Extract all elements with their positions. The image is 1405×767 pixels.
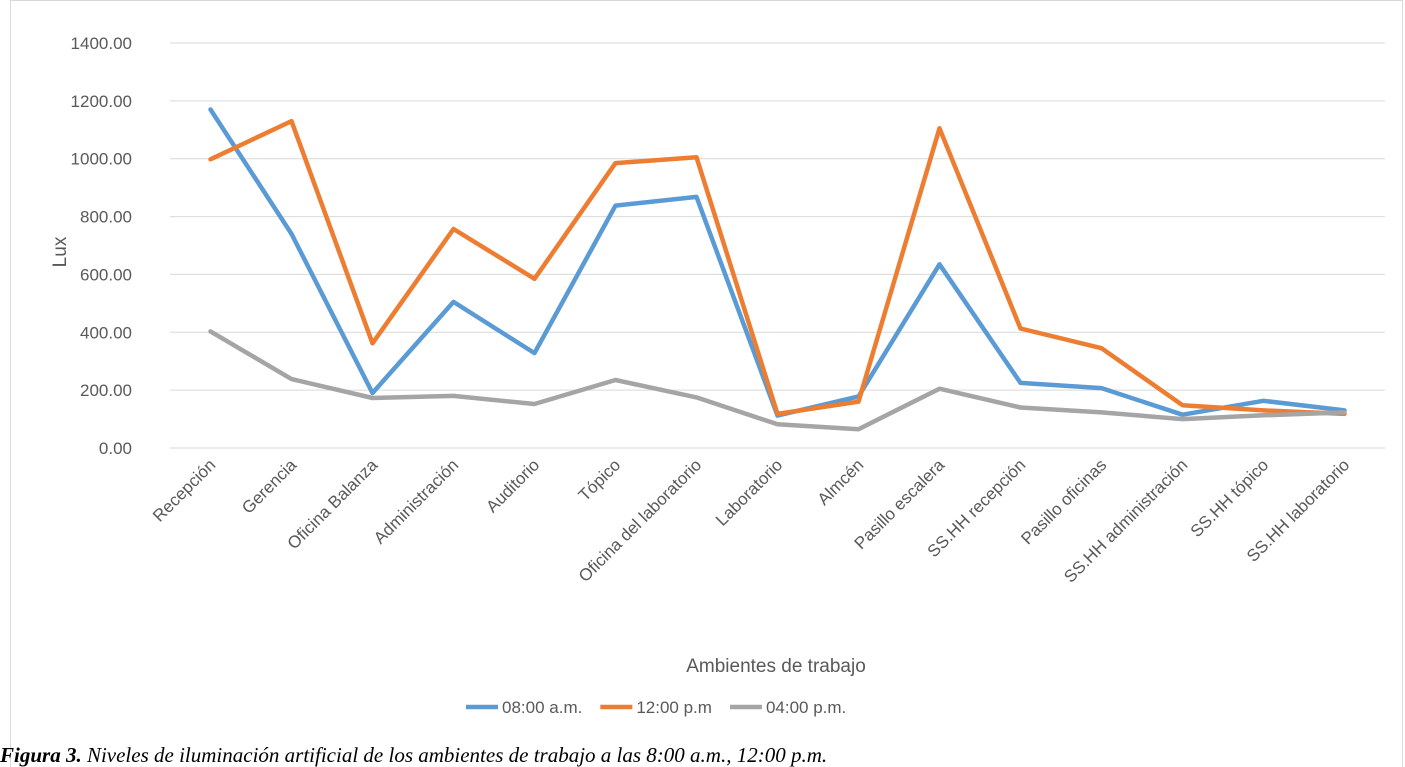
x-tick-label: Gerencia — [238, 455, 301, 518]
caption-label: Figura 3. — [0, 744, 82, 767]
series-line-2 — [208, 118, 1347, 417]
y-tick-label: 200.00 — [80, 381, 132, 400]
x-tick-label: Administración — [370, 455, 462, 547]
legend-label-1: 08:00 a.m. — [502, 698, 582, 717]
x-tick-label: Auditorio — [482, 455, 543, 516]
x-tick-label: Recepción — [149, 455, 219, 525]
figure-caption: Figura 3. Niveles de iluminación artific… — [0, 744, 1405, 767]
x-tick-label: SS.HH tópico — [1187, 455, 1273, 541]
y-tick-label: 1200.00 — [71, 92, 132, 111]
y-tick-label: 400.00 — [80, 323, 132, 342]
chart-frame — [10, 0, 1403, 767]
x-tick-label: Almcén — [814, 455, 868, 509]
y-axis-title: Lux — [50, 236, 71, 267]
x-axis-title: Ambientes de trabajo — [686, 656, 866, 677]
legend-label-3: 04:00 p.m. — [766, 698, 846, 717]
line-chart: 0.00 200.00 400.00 600.00 800.00 1000.00 1200.… — [50, 34, 1385, 717]
x-tick-label: Laboratorio — [712, 455, 786, 529]
x-tick-label: Pasillo oficinas — [1017, 455, 1110, 548]
legend: 08:00 a.m. 12:00 p.m 04:00 p.m. — [466, 698, 846, 717]
y-tick-label: 800.00 — [80, 208, 132, 227]
x-tick-label: Tópico — [575, 455, 625, 505]
series-lines — [208, 107, 1347, 432]
y-tick-label: 1400.00 — [71, 34, 132, 53]
gridlines — [170, 42, 1385, 449]
y-tick-label: 600.00 — [80, 265, 132, 284]
legend-label-2: 12:00 p.m — [636, 698, 712, 717]
caption-text: Niveles de iluminación artificial de los… — [86, 744, 828, 767]
y-tick-label: 0.00 — [99, 439, 132, 458]
series-line-3 — [208, 329, 1347, 432]
y-axis-ticks: 0.00 200.00 400.00 600.00 800.00 1000.00 1200.… — [71, 34, 132, 458]
series-line-1 — [208, 107, 1347, 418]
y-tick-label: 1000.00 — [71, 150, 132, 169]
